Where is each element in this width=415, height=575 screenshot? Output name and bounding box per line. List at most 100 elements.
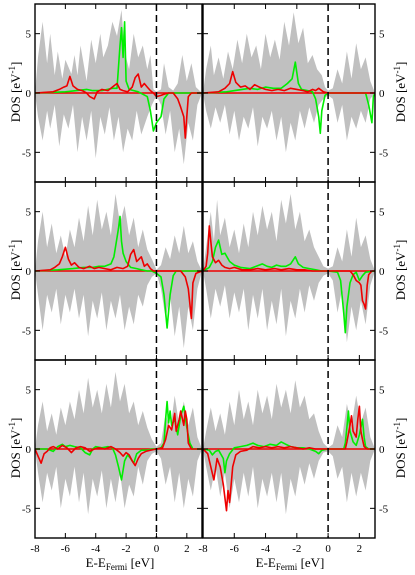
xtick-label: 2: [357, 543, 363, 555]
ytick-label: 5: [379, 29, 385, 41]
xlabel-text: E-E: [256, 555, 276, 570]
ytick-label: -5: [22, 325, 32, 337]
xlabel-text: E-E: [86, 555, 106, 570]
panel-plot-area: [203, 182, 375, 360]
ylabel-text: DOS [eV: [8, 429, 23, 478]
xtick-label: 2: [184, 543, 190, 555]
ytick-label: -5: [379, 503, 389, 515]
panel-middle-left: -5 0 5: [22, 181, 203, 361]
panel-plot-area: [35, 4, 202, 182]
total-dos-up-area: [203, 193, 375, 271]
ytick-label: -5: [22, 503, 32, 515]
ylabel-text: DOS [eV: [393, 73, 408, 122]
ytick-label: -5: [22, 147, 32, 159]
ylabel-right-middle: DOS [eV-1]: [392, 240, 408, 301]
red-series-line: [35, 246, 202, 320]
total-dos-down-area: [35, 449, 202, 515]
svg-text:DOS [eV-1]: DOS [eV-1]: [7, 418, 23, 479]
red-series-line: [35, 410, 202, 467]
ylabel-sup: -1: [392, 422, 402, 430]
xlabel-left: E-EFermi [eV]: [86, 555, 155, 572]
total-dos-up-area: [203, 380, 375, 449]
red-series-line: [35, 73, 202, 139]
panel-bottom-right: -5 0 5 -8 -6 -4 -2 0 2: [198, 359, 389, 555]
ylabel-left-bottom: DOS [eV-1]: [7, 418, 23, 479]
ytick-label: 0: [26, 266, 32, 278]
panel-plot-area: [203, 4, 375, 182]
ytick-label: 5: [379, 385, 385, 397]
xtick-label: -8: [30, 543, 40, 555]
xtick-label: 0: [154, 543, 160, 555]
xtick-label: -4: [91, 543, 101, 555]
red-series-line: [203, 225, 375, 310]
ylabel-sup: -1: [392, 66, 402, 74]
ylabel-text: DOS [eV: [8, 73, 23, 122]
green-series-line: [35, 21, 202, 132]
xtick-label: -8: [198, 543, 208, 555]
total-dos-up-area: [35, 9, 202, 93]
green-series-line: [35, 215, 202, 329]
red-series-line: [203, 70, 375, 94]
panels-layer: -5 0 5 -5 0 5 -5 0 5 -5 0 5 -5 0 5 -8 -6 -4 -2 0 2 -5 0 5 -8 -6 -4…: [22, 3, 389, 555]
ytick-label: 5: [379, 207, 385, 219]
ytick-label: 0: [379, 266, 385, 278]
xtick-label: -2: [292, 543, 301, 555]
ylabel-sup: -1: [7, 244, 17, 252]
ylabel-end: ]: [393, 62, 408, 66]
xlabel-end: [eV]: [127, 555, 154, 570]
xtick-label: -4: [261, 543, 271, 555]
xtick-label: -2: [122, 543, 131, 555]
ylabel-left-middle: DOS [eV-1]: [7, 240, 23, 301]
panel-plot-area: [203, 360, 375, 538]
ytick-label: 0: [26, 88, 32, 100]
ylabel-end: ]: [8, 62, 23, 66]
panel-top-right: -5 0 5: [202, 3, 389, 183]
total-dos-down-area: [203, 449, 375, 515]
xtick-label: -6: [230, 543, 240, 555]
ylabel-right-top: DOS [eV-1]: [392, 62, 408, 123]
ytick-label: -5: [379, 325, 389, 337]
ylabel-end: ]: [8, 418, 23, 422]
ylabel-text: DOS [eV: [393, 429, 408, 478]
ylabel-end: ]: [393, 418, 408, 422]
green-series-line: [203, 239, 375, 334]
ylabel-sup: -1: [7, 66, 17, 74]
ytick-label: 5: [26, 207, 32, 219]
svg-text:DOS [eV-1]: DOS [eV-1]: [392, 240, 408, 301]
ylabel-sup: -1: [7, 422, 17, 430]
xtick-label: -6: [61, 543, 71, 555]
panel-top-left: -5 0 5: [22, 3, 203, 183]
ylabel-right-bottom: DOS [eV-1]: [392, 418, 408, 479]
panel-plot-area: [35, 182, 202, 360]
ylabel-left-top: DOS [eV-1]: [7, 62, 23, 123]
ytick-label: 0: [379, 88, 385, 100]
total-dos-down-area: [203, 271, 375, 343]
xlabel-sub: Fermi: [106, 562, 128, 572]
ytick-label: 5: [26, 385, 32, 397]
ytick-label: -5: [379, 147, 389, 159]
ytick-label: 0: [379, 444, 385, 456]
red-series-line: [203, 405, 375, 512]
total-dos-down-area: [203, 93, 375, 153]
panel-middle-right: -5 0 5: [202, 181, 389, 361]
ylabel-end: ]: [8, 240, 23, 244]
xlabel-right: E-EFermi [eV]: [256, 555, 325, 572]
ylabel-sup: -1: [392, 244, 402, 252]
xlabel-end: [eV]: [297, 555, 324, 570]
ylabel-end: ]: [393, 240, 408, 244]
svg-text:DOS [eV-1]: DOS [eV-1]: [7, 62, 23, 123]
ylabel-text: DOS [eV: [393, 251, 408, 300]
svg-text:DOS [eV-1]: DOS [eV-1]: [7, 240, 23, 301]
total-dos-down-area: [35, 93, 202, 165]
svg-text:DOS [eV-1]: DOS [eV-1]: [392, 418, 408, 479]
panel-plot-area: [35, 360, 202, 538]
ylabel-text: DOS [eV: [8, 251, 23, 300]
total-dos-up-area: [203, 12, 375, 93]
svg-text:DOS [eV-1]: DOS [eV-1]: [392, 62, 408, 123]
xtick-label: 0: [325, 543, 331, 555]
total-dos-up-area: [35, 371, 202, 449]
xlabel-sub: Fermi: [276, 562, 298, 572]
ytick-label: 0: [26, 444, 32, 456]
ytick-label: 5: [26, 29, 32, 41]
